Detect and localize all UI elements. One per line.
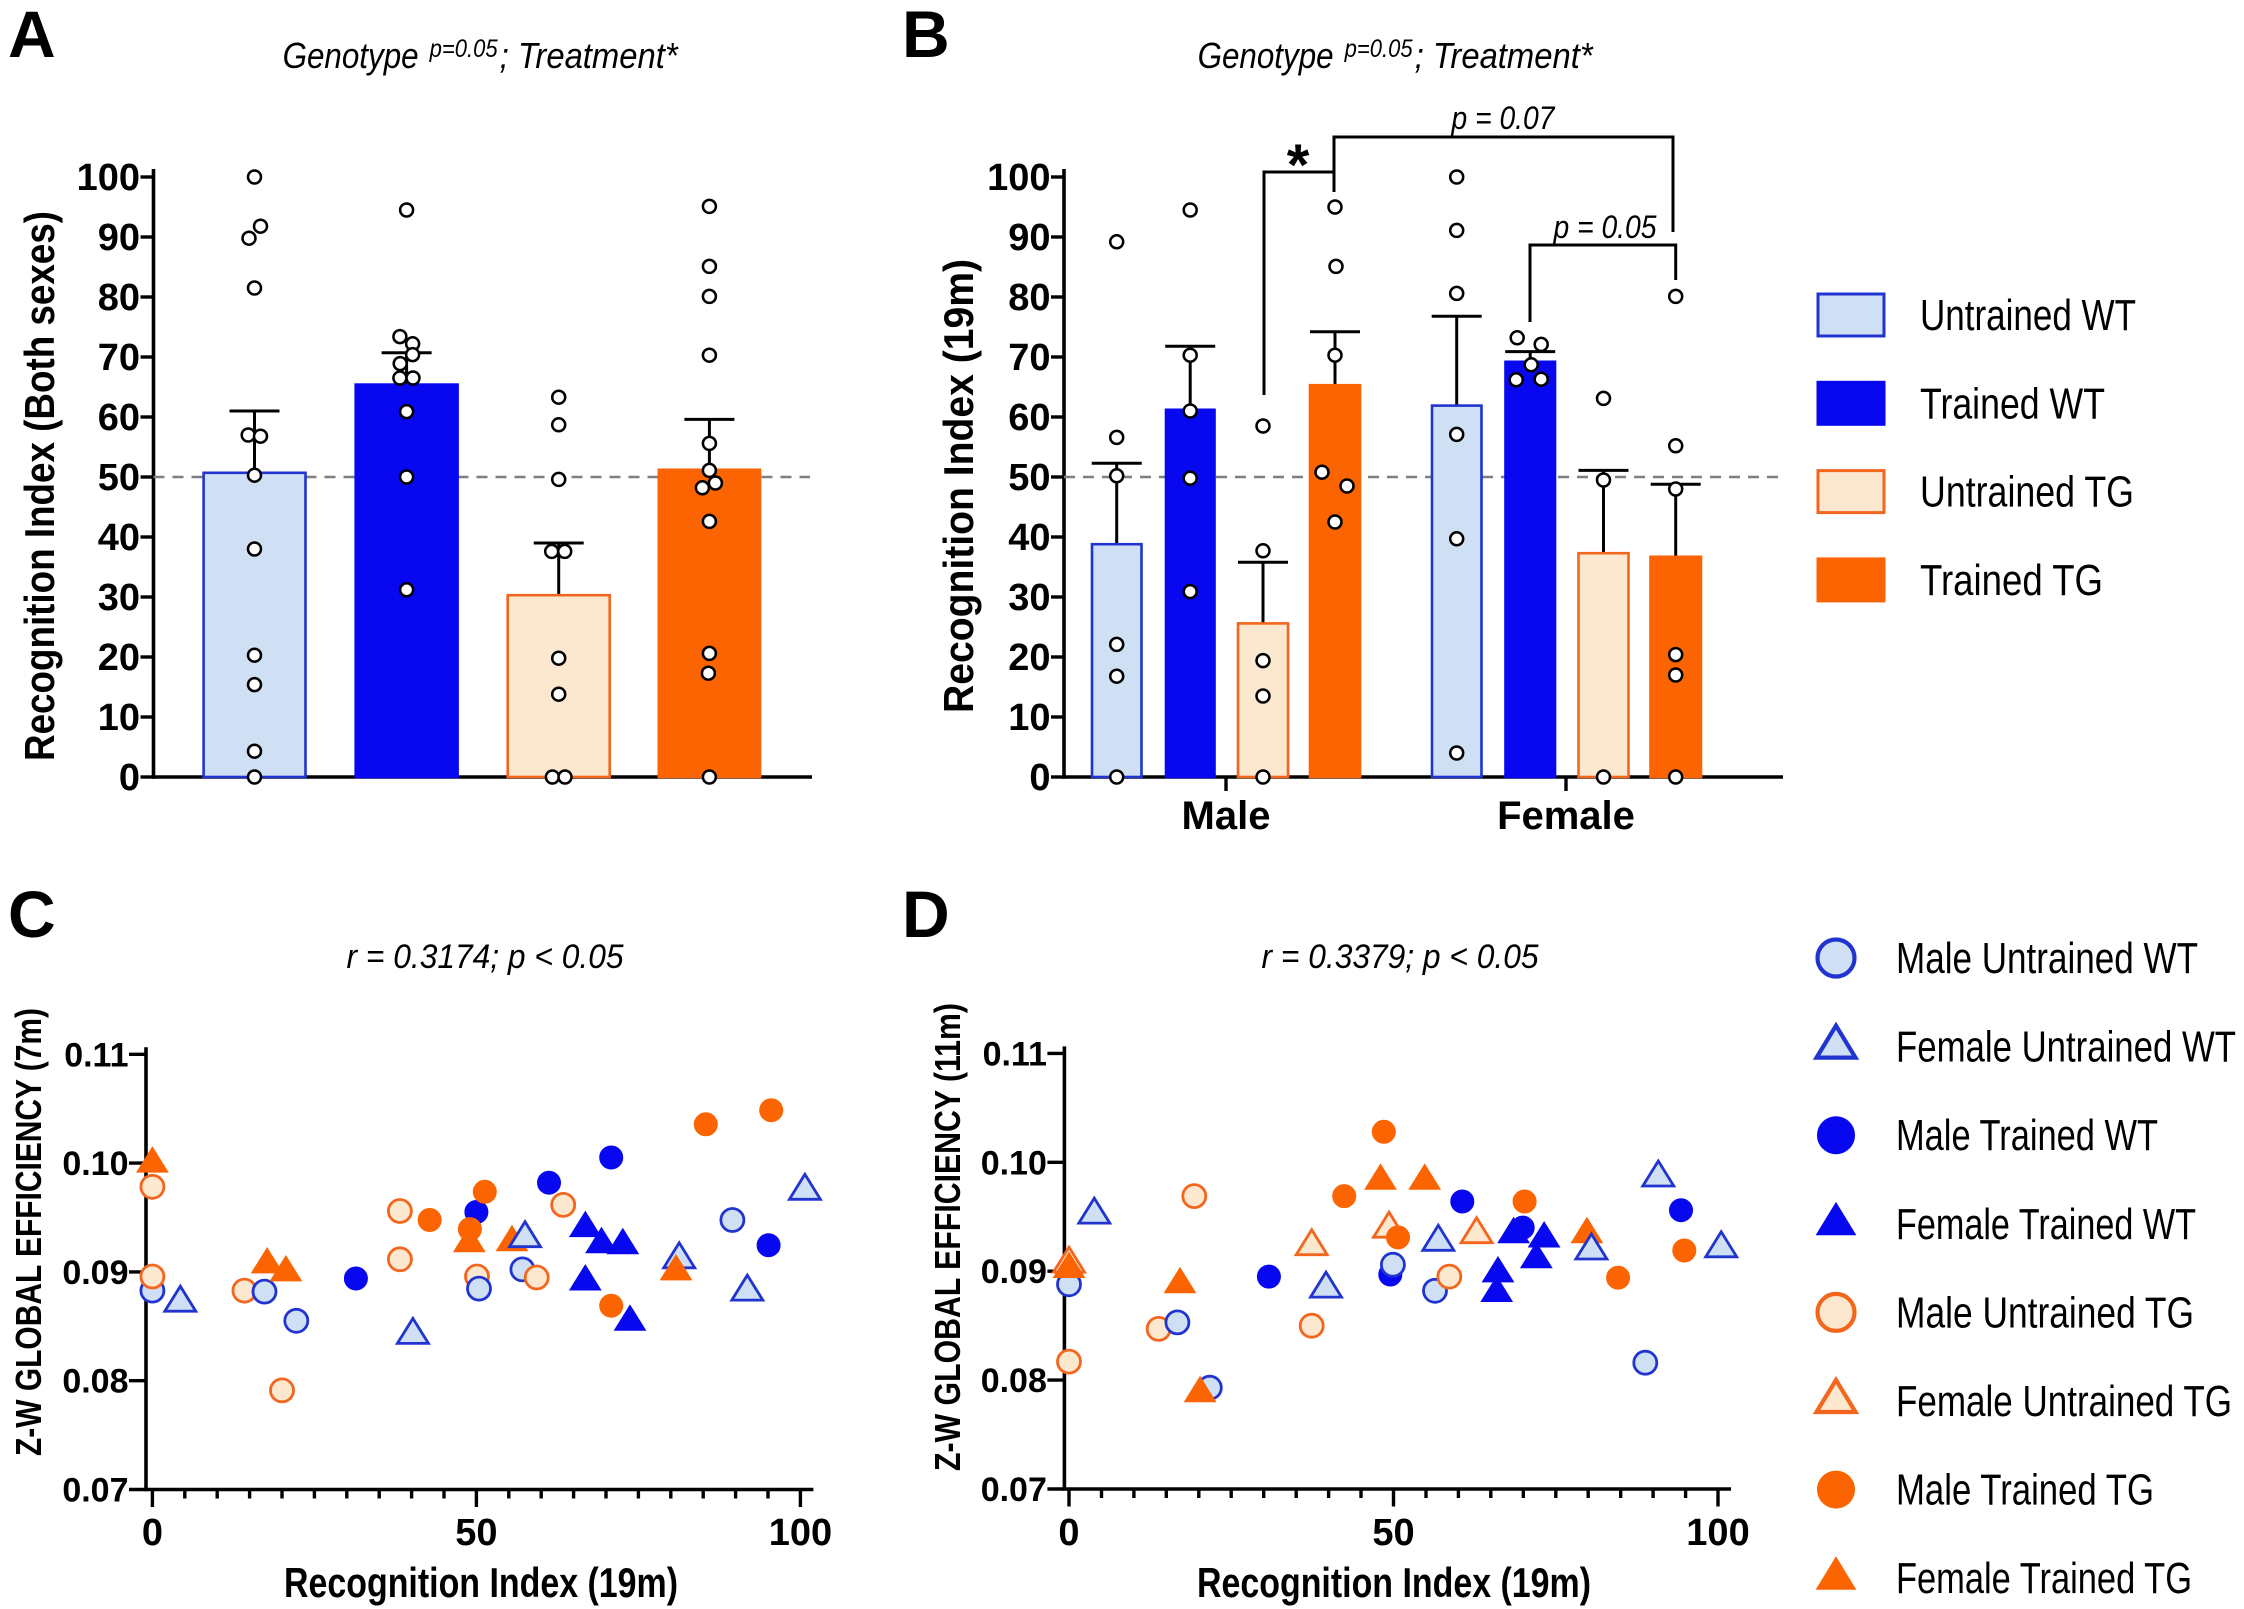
svg-text:40: 40 (98, 517, 140, 559)
svg-text:50: 50 (1008, 457, 1050, 499)
svg-text:p = 0.07: p = 0.07 (1451, 100, 1556, 136)
svg-text:10: 10 (1008, 697, 1050, 739)
svg-text:0.10: 0.10 (62, 1145, 128, 1183)
svg-text:; Treatment*: ; Treatment* (500, 35, 679, 76)
svg-text:A: A (8, 0, 56, 71)
svg-text:40: 40 (1008, 517, 1050, 559)
svg-text:100: 100 (1686, 1512, 1749, 1554)
svg-text:90: 90 (1008, 217, 1050, 259)
svg-text:Recognition Index (19m): Recognition Index (19m) (284, 1559, 678, 1606)
svg-text:Male Untrained WT: Male Untrained WT (1896, 934, 2198, 983)
svg-text:70: 70 (98, 337, 140, 379)
svg-text:Recognition Index (Both sexes): Recognition Index (Both sexes) (16, 211, 63, 761)
svg-text:50: 50 (1372, 1512, 1414, 1554)
svg-text:Trained WT: Trained WT (1920, 379, 2105, 428)
svg-text:p=0.05: p=0.05 (1344, 35, 1413, 63)
svg-text:*: * (1287, 133, 1310, 198)
svg-text:60: 60 (98, 397, 140, 439)
svg-text:0.08: 0.08 (981, 1362, 1047, 1400)
svg-text:p=0.05: p=0.05 (429, 35, 498, 63)
svg-text:100: 100 (987, 157, 1050, 199)
svg-text:0: 0 (1058, 1512, 1079, 1554)
svg-text:Untrained TG: Untrained TG (1920, 468, 2134, 517)
svg-text:Female Untrained TG: Female Untrained TG (1896, 1377, 2232, 1426)
svg-text:0.11: 0.11 (64, 1036, 128, 1074)
svg-text:Male Trained TG: Male Trained TG (1896, 1466, 2154, 1515)
svg-text:Genotype: Genotype (1198, 35, 1334, 76)
svg-text:100: 100 (77, 157, 140, 199)
svg-text:r = 0.3379; p < 0.05: r = 0.3379; p < 0.05 (1262, 938, 1539, 976)
svg-text:0.09: 0.09 (981, 1253, 1047, 1291)
svg-text:Female Trained TG: Female Trained TG (1896, 1554, 2192, 1603)
svg-text:Recognition Index (19m): Recognition Index (19m) (935, 259, 982, 713)
svg-text:0.09: 0.09 (62, 1254, 128, 1292)
svg-text:B: B (902, 0, 950, 71)
svg-text:0.10: 0.10 (981, 1144, 1047, 1182)
svg-text:Recognition Index (19m): Recognition Index (19m) (1197, 1559, 1591, 1606)
svg-text:p = 0.05: p = 0.05 (1553, 209, 1657, 245)
svg-text:0: 0 (119, 757, 140, 799)
svg-text:50: 50 (98, 457, 140, 499)
svg-text:20: 20 (1008, 637, 1050, 679)
svg-text:Female: Female (1497, 794, 1635, 838)
svg-text:Z-W GLOBAL EFFICIENCY (7m): Z-W GLOBAL EFFICIENCY (7m) (8, 1008, 49, 1456)
svg-text:80: 80 (1008, 277, 1050, 319)
svg-text:70: 70 (1008, 337, 1050, 379)
svg-text:0: 0 (142, 1512, 163, 1554)
svg-text:0.08: 0.08 (62, 1363, 128, 1401)
svg-text:Genotype: Genotype (283, 35, 419, 76)
svg-text:80: 80 (98, 277, 140, 319)
svg-text:0.07: 0.07 (62, 1472, 128, 1510)
svg-text:20: 20 (98, 637, 140, 679)
svg-text:Male Trained WT: Male Trained WT (1896, 1111, 2158, 1160)
svg-text:r = 0.3174; p < 0.05: r = 0.3174; p < 0.05 (347, 938, 624, 976)
svg-text:10: 10 (98, 697, 140, 739)
svg-text:90: 90 (98, 217, 140, 259)
svg-text:30: 30 (98, 577, 140, 619)
svg-text:100: 100 (769, 1512, 832, 1554)
svg-text:Male Untrained TG: Male Untrained TG (1896, 1288, 2194, 1337)
svg-text:50: 50 (455, 1512, 497, 1554)
svg-text:0.07: 0.07 (981, 1471, 1047, 1509)
svg-text:Trained TG: Trained TG (1920, 556, 2103, 605)
svg-text:Male: Male (1182, 794, 1271, 838)
svg-text:Female Untrained WT: Female Untrained WT (1896, 1023, 2236, 1072)
svg-text:; Treatment*: ; Treatment* (1415, 35, 1594, 76)
svg-text:0: 0 (1029, 757, 1050, 799)
svg-text:Untrained WT: Untrained WT (1920, 291, 2136, 340)
svg-text:Z-W GLOBAL EFFICIENCY (11m): Z-W GLOBAL EFFICIENCY (11m) (927, 1003, 968, 1471)
svg-text:Female Trained WT: Female Trained WT (1896, 1200, 2196, 1249)
svg-text:60: 60 (1008, 397, 1050, 439)
svg-text:0.11: 0.11 (983, 1035, 1047, 1073)
svg-text:D: D (902, 877, 950, 951)
svg-text:C: C (8, 877, 56, 951)
svg-text:30: 30 (1008, 577, 1050, 619)
